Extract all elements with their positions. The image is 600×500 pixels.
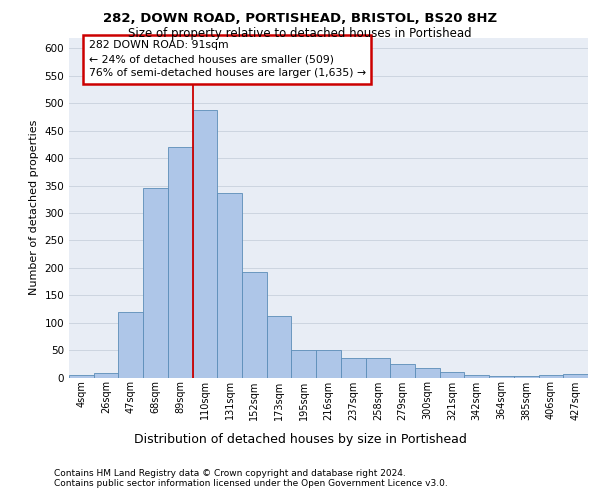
Bar (118, 312, 143, 378)
Bar (415, 368, 440, 378)
Text: Size of property relative to detached houses in Portishead: Size of property relative to detached ho… (128, 28, 472, 40)
Bar (563, 374, 588, 378)
Bar (69, 376, 94, 378)
Text: Contains HM Land Registry data © Crown copyright and database right 2024.: Contains HM Land Registry data © Crown c… (54, 468, 406, 477)
Text: Distribution of detached houses by size in Portishead: Distribution of detached houses by size … (134, 433, 466, 446)
Bar (193, 110, 217, 378)
Bar (267, 316, 292, 378)
Bar (464, 375, 489, 378)
Bar (514, 376, 539, 378)
Bar (539, 375, 563, 378)
Bar (365, 358, 390, 378)
Bar (440, 372, 464, 378)
Bar (292, 350, 316, 378)
Y-axis label: Number of detached properties: Number of detached properties (29, 120, 39, 295)
Bar (390, 364, 415, 378)
Bar (316, 350, 341, 378)
Text: Contains public sector information licensed under the Open Government Licence v3: Contains public sector information licen… (54, 478, 448, 488)
Text: 282 DOWN ROAD: 91sqm
← 24% of detached houses are smaller (509)
76% of semi-deta: 282 DOWN ROAD: 91sqm ← 24% of detached h… (89, 40, 366, 78)
Bar (242, 272, 267, 378)
Bar (489, 376, 514, 378)
Bar (217, 192, 242, 378)
Text: 282, DOWN ROAD, PORTISHEAD, BRISTOL, BS20 8HZ: 282, DOWN ROAD, PORTISHEAD, BRISTOL, BS2… (103, 12, 497, 26)
Bar (168, 147, 193, 378)
Bar (341, 358, 365, 378)
Bar (94, 373, 118, 378)
Bar (143, 188, 168, 378)
